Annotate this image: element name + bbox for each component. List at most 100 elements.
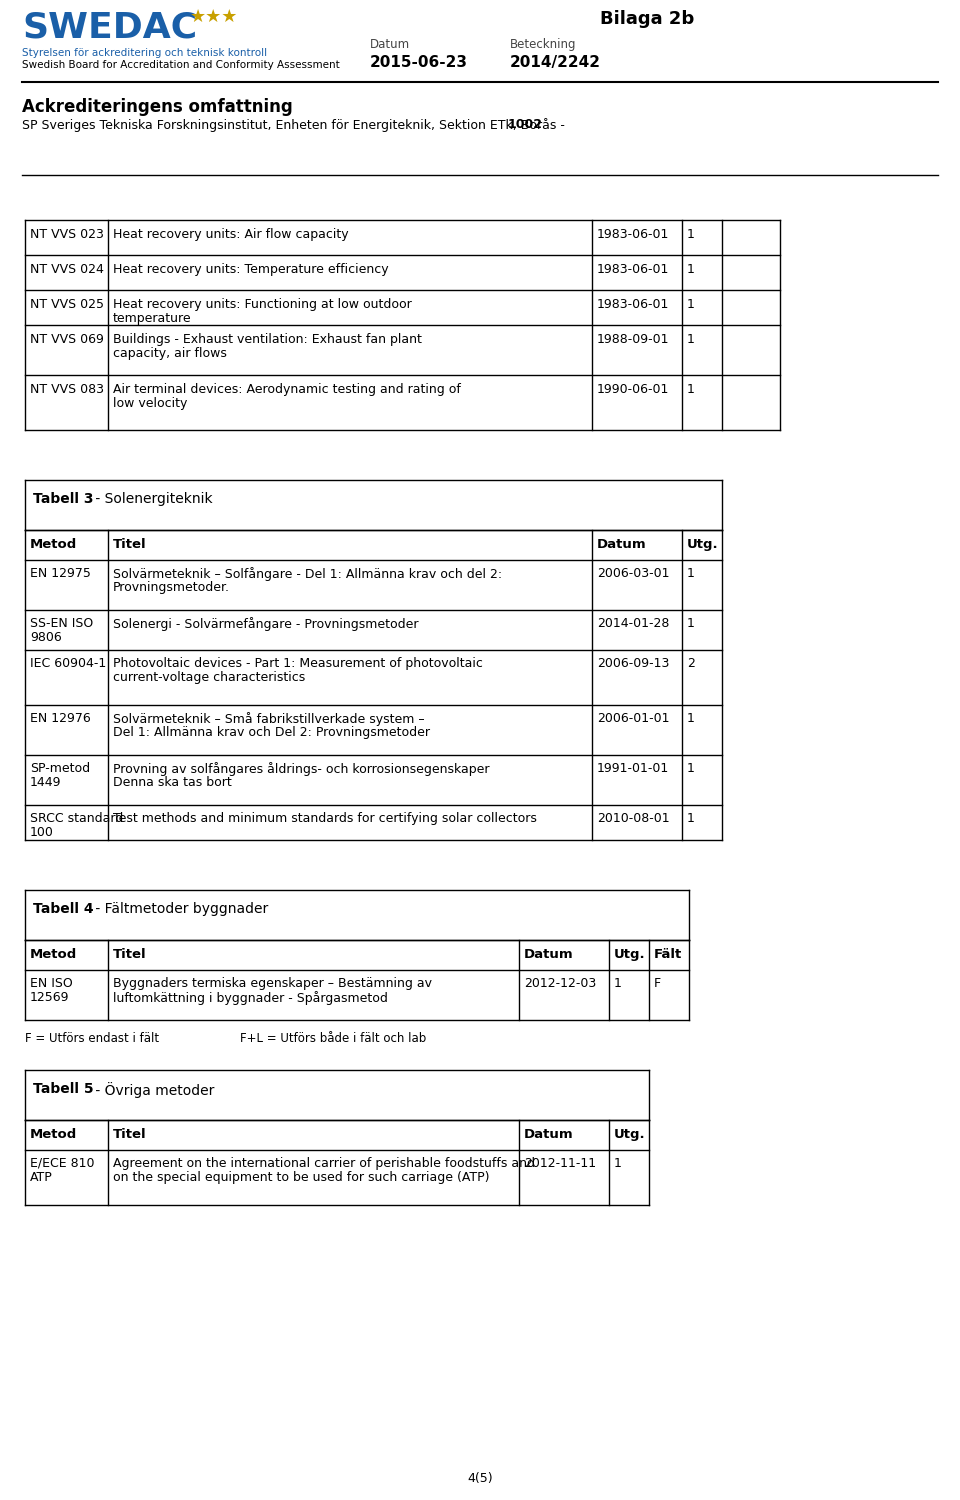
Text: 2012-11-11: 2012-11-11 <box>524 1156 596 1170</box>
Text: Del 1: Allmänna krav och Del 2: Provningsmetoder: Del 1: Allmänna krav och Del 2: Provning… <box>113 726 430 740</box>
Text: 1: 1 <box>614 976 622 990</box>
Text: Tabell 3: Tabell 3 <box>33 492 93 506</box>
Text: Titel: Titel <box>113 948 147 962</box>
Text: ★★★: ★★★ <box>190 8 238 26</box>
Text: 1: 1 <box>687 567 695 580</box>
Text: Metod: Metod <box>30 538 77 550</box>
Text: Tabell 5: Tabell 5 <box>33 1082 94 1096</box>
Text: Styrelsen för ackreditering och teknisk kontroll: Styrelsen för ackreditering och teknisk … <box>22 48 267 58</box>
Text: F = Utförs endast i fält: F = Utförs endast i fält <box>25 1032 159 1046</box>
Text: Datum: Datum <box>524 1128 574 1142</box>
Text: 9806: 9806 <box>30 632 61 644</box>
Text: capacity, air flows: capacity, air flows <box>113 346 227 360</box>
Text: NT VVS 024: NT VVS 024 <box>30 262 104 276</box>
Text: 2006-03-01: 2006-03-01 <box>597 567 669 580</box>
Text: 1449: 1449 <box>30 776 61 789</box>
Text: 1988-09-01: 1988-09-01 <box>597 333 669 346</box>
Text: 2015-06-23: 2015-06-23 <box>370 56 468 70</box>
Text: Utg.: Utg. <box>687 538 719 550</box>
Text: temperature: temperature <box>113 312 192 326</box>
Text: 2010-08-01: 2010-08-01 <box>597 812 670 825</box>
Text: - Övriga metoder: - Övriga metoder <box>90 1082 214 1098</box>
Text: Metod: Metod <box>30 1128 77 1142</box>
Text: Test methods and minimum standards for certifying solar collectors: Test methods and minimum standards for c… <box>113 812 537 825</box>
Text: 1: 1 <box>687 228 695 242</box>
Text: Fält: Fält <box>654 948 683 962</box>
Text: 100: 100 <box>30 827 54 839</box>
Text: NT VVS 023: NT VVS 023 <box>30 228 104 242</box>
Text: 1: 1 <box>687 382 695 396</box>
Text: Tabell 4: Tabell 4 <box>33 902 94 916</box>
Text: NT VVS 069: NT VVS 069 <box>30 333 104 346</box>
Text: 2012-12-03: 2012-12-03 <box>524 976 596 990</box>
Text: Datum: Datum <box>524 948 574 962</box>
Text: 12569: 12569 <box>30 992 69 1004</box>
Text: Heat recovery units: Air flow capacity: Heat recovery units: Air flow capacity <box>113 228 348 242</box>
Text: Swedish Board for Accreditation and Conformity Assessment: Swedish Board for Accreditation and Conf… <box>22 60 340 70</box>
Text: on the special equipment to be used for such carriage (ATP): on the special equipment to be used for … <box>113 1172 490 1184</box>
Text: 1: 1 <box>687 298 695 310</box>
Text: SRCC standard: SRCC standard <box>30 812 123 825</box>
Text: SP Sveriges Tekniska Forskningsinstitut, Enheten för Energiteknik, Sektion ETk, : SP Sveriges Tekniska Forskningsinstitut,… <box>22 118 569 132</box>
Text: 1991-01-01: 1991-01-01 <box>597 762 669 776</box>
Text: Agreement on the international carrier of perishable foodstuffs and: Agreement on the international carrier o… <box>113 1156 535 1170</box>
Text: Byggnaders termiska egenskaper – Bestämning av: Byggnaders termiska egenskaper – Bestämn… <box>113 976 432 990</box>
Text: - Fältmetoder byggnader: - Fältmetoder byggnader <box>90 902 268 916</box>
Text: Solvärmeteknik – Solfångare - Del 1: Allmänna krav och del 2:: Solvärmeteknik – Solfångare - Del 1: All… <box>113 567 502 580</box>
Text: 2006-09-13: 2006-09-13 <box>597 657 669 670</box>
Text: 1983-06-01: 1983-06-01 <box>597 298 669 310</box>
Text: luftomkättning i byggnader - Spårgasmetod: luftomkättning i byggnader - Spårgasmeto… <box>113 992 388 1005</box>
Text: EN 12976: EN 12976 <box>30 712 91 724</box>
Text: ATP: ATP <box>30 1172 53 1184</box>
Text: Heat recovery units: Functioning at low outdoor: Heat recovery units: Functioning at low … <box>113 298 412 310</box>
Text: F+L = Utförs både i fält och lab: F+L = Utförs både i fält och lab <box>240 1032 426 1046</box>
Text: Solenergi - Solvärmefångare - Provningsmetoder: Solenergi - Solvärmefångare - Provningsm… <box>113 616 419 632</box>
Text: Datum: Datum <box>370 38 410 51</box>
Text: current-voltage characteristics: current-voltage characteristics <box>113 670 305 684</box>
Text: IEC 60904-1: IEC 60904-1 <box>30 657 107 670</box>
Text: EN 12975: EN 12975 <box>30 567 91 580</box>
Text: - Solenergiteknik: - Solenergiteknik <box>90 492 212 506</box>
Text: Air terminal devices: Aerodynamic testing and rating of: Air terminal devices: Aerodynamic testin… <box>113 382 461 396</box>
Text: 2014/2242: 2014/2242 <box>510 56 601 70</box>
Text: 1: 1 <box>687 812 695 825</box>
Text: SS-EN ISO: SS-EN ISO <box>30 616 93 630</box>
Text: 1: 1 <box>687 333 695 346</box>
Text: 1: 1 <box>614 1156 622 1170</box>
Text: Utg.: Utg. <box>614 1128 646 1142</box>
Text: Provningsmetoder.: Provningsmetoder. <box>113 580 230 594</box>
Text: EN ISO: EN ISO <box>30 976 73 990</box>
Text: Ackrediteringens omfattning: Ackrediteringens omfattning <box>22 98 293 116</box>
Text: F: F <box>654 976 661 990</box>
Text: Buildings - Exhaust ventilation: Exhaust fan plant: Buildings - Exhaust ventilation: Exhaust… <box>113 333 421 346</box>
Text: Heat recovery units: Temperature efficiency: Heat recovery units: Temperature efficie… <box>113 262 389 276</box>
Text: 1002: 1002 <box>508 118 542 130</box>
Text: low velocity: low velocity <box>113 398 187 410</box>
Text: NT VVS 025: NT VVS 025 <box>30 298 104 310</box>
Text: SP-metod: SP-metod <box>30 762 90 776</box>
Text: Datum: Datum <box>597 538 647 550</box>
Text: Solvärmeteknik – Små fabrikstillverkade system –: Solvärmeteknik – Små fabrikstillverkade … <box>113 712 424 726</box>
Text: Titel: Titel <box>113 538 147 550</box>
Text: Utg.: Utg. <box>614 948 646 962</box>
Text: Provning av solfångares åldrings- och korrosionsegenskaper: Provning av solfångares åldrings- och ko… <box>113 762 490 776</box>
Text: 4(5): 4(5) <box>468 1472 492 1485</box>
Text: NT VVS 083: NT VVS 083 <box>30 382 104 396</box>
Text: 1983-06-01: 1983-06-01 <box>597 262 669 276</box>
Text: E/ECE 810: E/ECE 810 <box>30 1156 94 1170</box>
Text: 2: 2 <box>687 657 695 670</box>
Text: Denna ska tas bort: Denna ska tas bort <box>113 776 231 789</box>
Text: 1: 1 <box>687 616 695 630</box>
Text: 1: 1 <box>687 262 695 276</box>
Text: Beteckning: Beteckning <box>510 38 577 51</box>
Text: Titel: Titel <box>113 1128 147 1142</box>
Text: 2014-01-28: 2014-01-28 <box>597 616 669 630</box>
Text: 1: 1 <box>687 712 695 724</box>
Text: Bilaga 2b: Bilaga 2b <box>600 10 694 28</box>
Text: Metod: Metod <box>30 948 77 962</box>
Text: Photovoltaic devices - Part 1: Measurement of photovoltaic: Photovoltaic devices - Part 1: Measureme… <box>113 657 483 670</box>
Text: 2006-01-01: 2006-01-01 <box>597 712 669 724</box>
Text: 1983-06-01: 1983-06-01 <box>597 228 669 242</box>
Text: 1: 1 <box>687 762 695 776</box>
Text: SWEDAC: SWEDAC <box>22 10 197 44</box>
